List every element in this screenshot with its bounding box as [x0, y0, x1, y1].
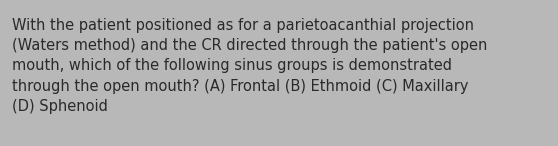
Text: With the patient positioned as for a parietoacanthial projection
(Waters method): With the patient positioned as for a par… — [12, 18, 488, 114]
